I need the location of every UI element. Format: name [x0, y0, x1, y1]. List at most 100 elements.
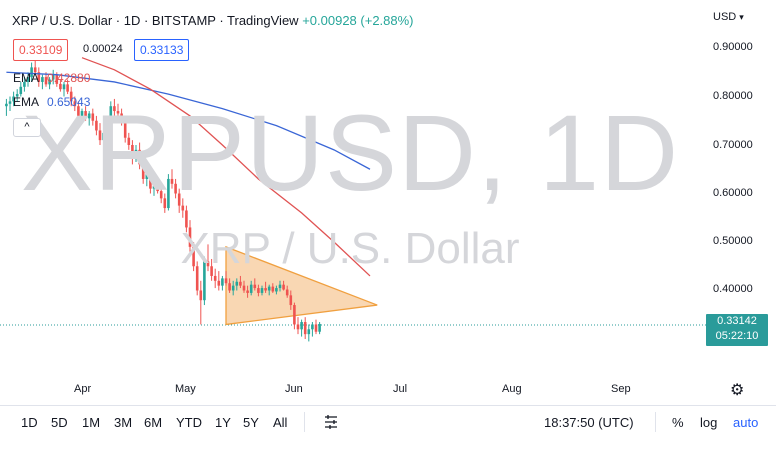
timeframe-1m-button[interactable]: 1M — [82, 415, 101, 430]
candle-body — [95, 120, 98, 131]
ema-slow-label[interactable]: EMA — [13, 95, 40, 109]
candle-body — [271, 286, 275, 292]
timeframe-ytd-button[interactable]: YTD — [176, 415, 202, 430]
candle-body — [228, 283, 231, 291]
candle-body — [181, 205, 185, 211]
candle-body — [275, 288, 278, 292]
candle-body — [177, 193, 181, 206]
timeframe-5y-button[interactable]: 5Y — [243, 415, 259, 430]
candle-body — [260, 288, 264, 293]
candle-body — [98, 130, 102, 141]
candle-body — [102, 132, 105, 141]
candle-body — [80, 111, 84, 116]
candle-body — [267, 286, 271, 291]
candle-body — [163, 198, 167, 209]
y-tick-label: 0.60000 — [713, 187, 753, 199]
timeframe-6m-button[interactable]: 6M — [144, 415, 163, 430]
candle-body — [19, 86, 23, 95]
price-change: +0.00928 (+2.88%) — [302, 13, 414, 28]
candle-body — [73, 101, 77, 107]
candle-body — [48, 79, 51, 85]
candle-body — [138, 149, 141, 165]
candle-body — [289, 295, 293, 306]
ema-fast-value: 0.42880 — [47, 71, 91, 85]
auto-scale-toggle[interactable]: auto — [733, 415, 759, 430]
candle-body — [314, 324, 318, 332]
candle-body — [210, 266, 213, 276]
candle-body — [318, 323, 321, 332]
x-tick-label: Jul — [393, 383, 408, 395]
candle-body — [131, 145, 134, 158]
timeframe-3m-button[interactable]: 3M — [114, 415, 133, 430]
candle-body — [192, 246, 195, 267]
candle-body — [285, 289, 289, 296]
collapse-indicators-button[interactable]: ^ — [13, 118, 41, 137]
candle-body — [33, 67, 37, 73]
spread-value: 0.00024 — [83, 43, 123, 55]
percent-scale-toggle[interactable]: % — [672, 415, 684, 430]
candle-body — [170, 178, 174, 184]
y-tick-label: 0.90000 — [713, 41, 753, 53]
candles-group — [5, 57, 321, 342]
candle-body — [303, 322, 307, 335]
candle-body — [59, 83, 62, 90]
watermark-symbol: XRPUSD, 1D — [20, 92, 680, 213]
toolbar-divider — [304, 412, 305, 432]
candle-body — [8, 101, 12, 104]
candle-body — [221, 278, 224, 286]
bid-price-box[interactable]: 0.33109 — [13, 39, 69, 61]
y-tick-label: 0.70000 — [713, 139, 753, 151]
log-scale-toggle[interactable]: log — [700, 415, 718, 430]
utc-clock[interactable]: 18:37:50 (UTC) — [544, 415, 634, 430]
candle-body — [224, 278, 228, 284]
candle-body — [84, 111, 87, 119]
ask-price-box[interactable]: 0.33133 — [134, 39, 190, 61]
candle-body — [5, 103, 8, 107]
candle-body — [55, 74, 59, 84]
candle-body — [188, 227, 192, 247]
candle-body — [30, 67, 33, 78]
watermark-name: XRP / U.S. Dollar — [180, 224, 520, 273]
y-tick-label: 0.80000 — [713, 90, 753, 102]
candle-body — [249, 284, 253, 293]
candle-body — [120, 113, 123, 124]
candle-body — [66, 84, 69, 92]
price-chart[interactable] — [0, 0, 776, 405]
chevron-up-icon: ^ — [24, 121, 30, 133]
candle-body — [15, 94, 19, 97]
candle-body — [69, 91, 73, 102]
settings-gear-icon[interactable]: ⚙ — [730, 382, 745, 399]
ema-fast-line — [81, 57, 371, 277]
timeframe-5d-button[interactable]: 5D — [51, 415, 68, 430]
candle-body — [145, 174, 149, 179]
candle-body — [213, 275, 217, 281]
candle-body — [195, 266, 199, 291]
timeframe-all-button[interactable]: All — [273, 415, 288, 430]
x-tick-label: Aug — [502, 383, 522, 395]
candle-body — [231, 285, 235, 291]
x-tick-label: May — [175, 383, 196, 395]
toolbar-divider — [655, 412, 656, 432]
candle-body — [278, 284, 282, 289]
candle-body — [311, 324, 314, 330]
symbol-title[interactable]: XRP / U.S. Dollar · 1D · BITSTAMP · Trad… — [12, 13, 299, 28]
date-range-icon[interactable] — [322, 413, 340, 431]
last-price-value: 0.33142 — [717, 315, 757, 327]
triangle-drawing[interactable] — [225, 245, 378, 326]
candle-body — [12, 96, 15, 102]
candle-body — [203, 261, 206, 301]
timeframe-1d-button[interactable]: 1D — [21, 415, 38, 430]
chevron-down-icon: ▾ — [739, 12, 744, 22]
currency-selector[interactable]: USD ▾ — [713, 11, 744, 23]
candle-body — [141, 164, 145, 179]
candle-body — [23, 81, 26, 87]
y-tick-label: 0.50000 — [713, 235, 753, 247]
ema-slow-value: 0.65043 — [47, 95, 91, 109]
candle-body — [217, 280, 221, 286]
timeframe-1y-button[interactable]: 1Y — [215, 415, 231, 430]
ema-fast-label[interactable]: EMA — [13, 71, 40, 85]
candle-body — [51, 74, 55, 80]
bottom-toolbar — [0, 405, 776, 444]
candle-body — [246, 290, 249, 293]
candle-body — [77, 106, 80, 116]
